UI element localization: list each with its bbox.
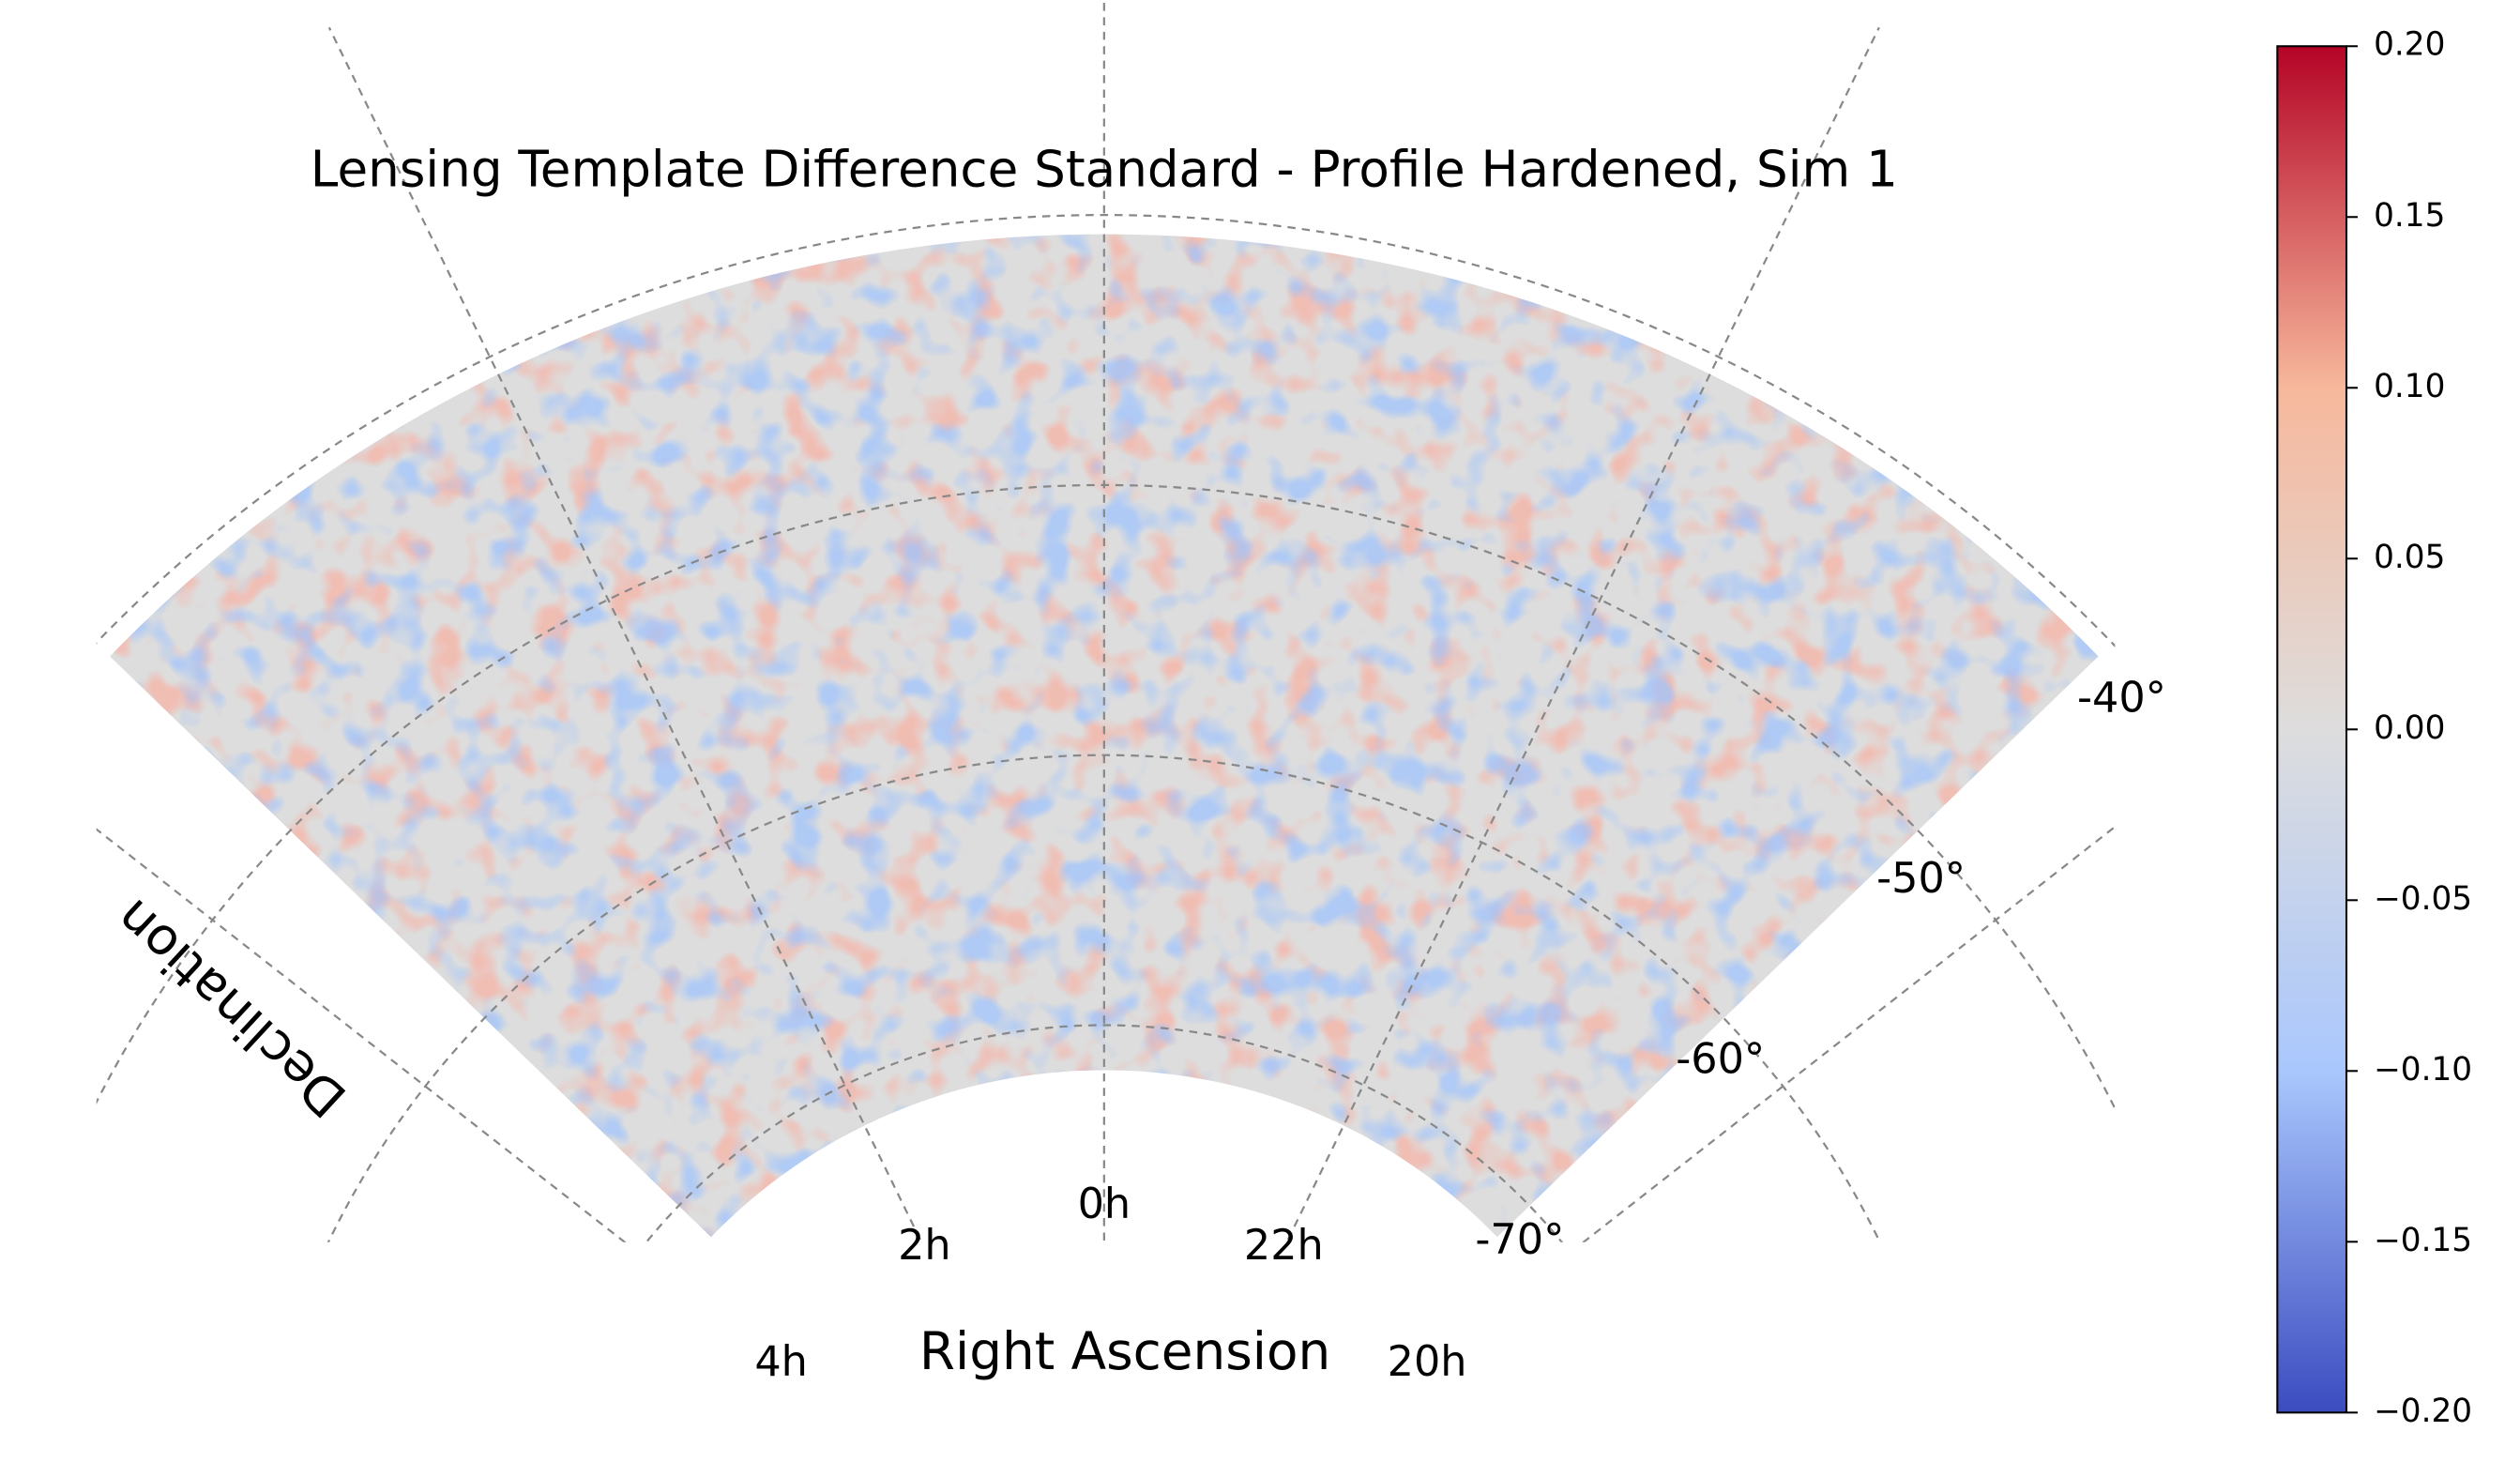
dec-grid-line	[645, 1024, 1564, 1242]
ra-grid-line	[96, 828, 627, 1242]
dec-tick-label: -70°	[1475, 1215, 1564, 1264]
ra-grid-line	[1285, 26, 1880, 1242]
dec-grid-line	[96, 214, 2116, 648]
dec-tick-label: -60°	[1676, 1034, 1765, 1083]
y-axis-label: Declination	[103, 888, 357, 1129]
colorbar-tick-label: 0.10	[2374, 368, 2445, 405]
ra-tick-label: 22h	[1244, 1221, 1324, 1270]
ra-tick-label: 4h	[754, 1337, 808, 1386]
labels: -40° -50° -60° -70° 4h 2h 0h 22h 20h	[754, 673, 2166, 1386]
colorbar-tick-label: 0.15	[2374, 197, 2445, 235]
x-axis-label: Right Ascension	[919, 1321, 1330, 1381]
colorbar	[2276, 45, 2348, 1414]
ra-tick-label: 20h	[1388, 1337, 1467, 1386]
colorbar-tick-label: −0.15	[2374, 1222, 2472, 1259]
colorbar-tick-label: 0.05	[2374, 539, 2445, 576]
colorbar-tick-label: −0.10	[2374, 1051, 2472, 1089]
colorbar-tick-label: −0.05	[2374, 880, 2472, 918]
colorbar-tick-label: 0.20	[2374, 26, 2445, 64]
ra-grid-line	[1581, 825, 2116, 1242]
dec-tick-label: -40°	[2077, 673, 2166, 722]
ra-tick-label: 0h	[1078, 1180, 1131, 1228]
dec-grid-line	[326, 754, 1881, 1242]
colorbar-tick-label: −0.20	[2374, 1393, 2472, 1430]
ra-grid-line	[327, 26, 923, 1242]
chart-title: Lensing Template Difference Standard - P…	[311, 140, 1898, 198]
ra-tick-label: 2h	[898, 1221, 951, 1270]
dec-tick-label: -50°	[1876, 854, 1966, 903]
colorbar-tick-label: 0.00	[2374, 709, 2445, 747]
